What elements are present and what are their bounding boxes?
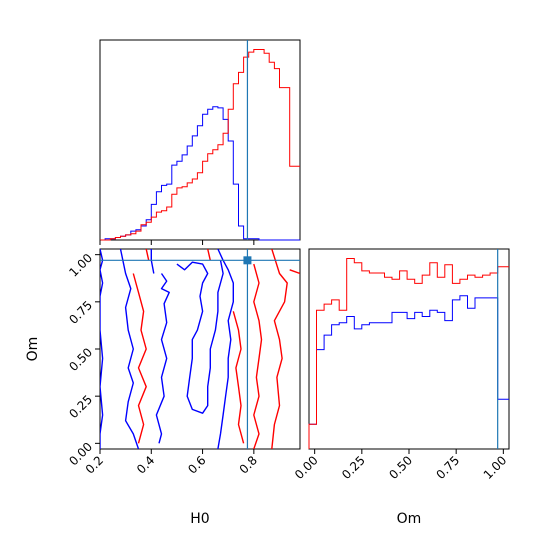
contour-line-1-0 <box>145 249 150 261</box>
contour-line-1-2 <box>207 249 211 261</box>
h0-histogram-panel <box>99 39 301 241</box>
om-y-tick-label: 0.25 <box>66 392 95 421</box>
h0-hist-series-0 <box>100 106 300 241</box>
om-hist-series-0 <box>308 295 509 449</box>
contour-line-1-6 <box>289 269 300 275</box>
om-x-tick-label: 0.75 <box>433 453 462 482</box>
h0-tick-label: 0.4 <box>134 453 157 476</box>
h0-om-contour-panel <box>99 248 301 450</box>
om-x-tick-label: 0.25 <box>339 453 368 482</box>
h0-axis-label: H0 <box>190 511 209 527</box>
truth-marker <box>243 256 252 265</box>
contour-line-0-4 <box>217 249 235 449</box>
contour-line-1-4 <box>253 263 263 449</box>
contour-layer <box>100 249 300 449</box>
om-axis-label: Om <box>397 511 422 527</box>
h0-histogram-layer <box>100 40 300 241</box>
om-x-tick-label: 1.00 <box>481 453 510 482</box>
om-hist-series-1 <box>308 258 509 449</box>
contour-line-0-3 <box>176 260 224 414</box>
contour-line-1-3 <box>232 311 245 444</box>
contour-line-0-2 <box>150 249 155 274</box>
contour-line-0-5 <box>155 273 170 444</box>
om-histogram-layer <box>308 249 509 449</box>
contour-lines <box>100 249 300 449</box>
h0-hist-series-1 <box>100 49 300 241</box>
contour-line-0-0 <box>100 249 104 449</box>
h0-tick-label: 0.6 <box>185 453 208 476</box>
om-y-tick-label: 1.00 <box>66 251 95 280</box>
tick-layer: 0.2 0.4 0.6 0.80.000.250.500.751.000.00 0.25… <box>66 240 509 482</box>
om-y-tick-label: 0.50 <box>66 345 95 374</box>
om-y-axis-label: Om <box>25 337 41 362</box>
om-x-tick-label: 0.00 <box>292 453 321 482</box>
contour-line-1-1 <box>132 273 147 444</box>
om-y-tick-label: 0.75 <box>66 298 95 327</box>
contour-line-0-1 <box>119 249 140 449</box>
h0-tick-label: 0.8 <box>237 453 260 476</box>
om-x-tick-label: 0.50 <box>386 453 415 482</box>
contour-line-1-5 <box>271 249 288 449</box>
